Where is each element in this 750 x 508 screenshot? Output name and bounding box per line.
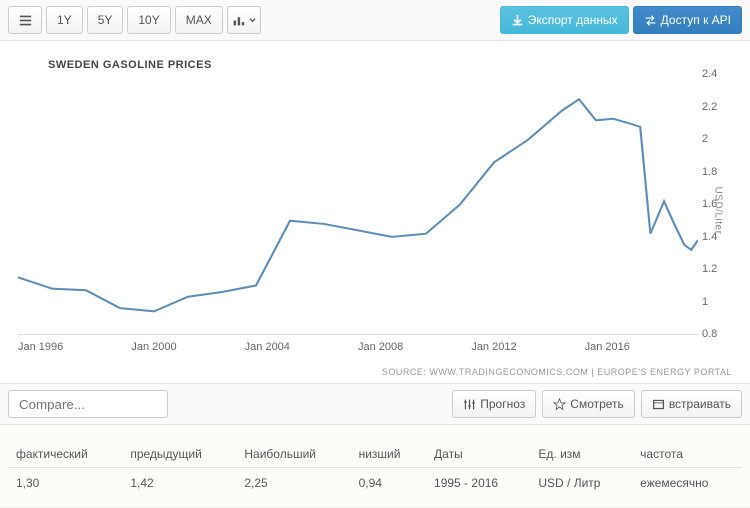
api-label: Доступ к API bbox=[661, 13, 731, 27]
chart-panel: SWEDEN GASOLINE PRICES 2.42.221.81.61.41… bbox=[0, 41, 750, 357]
table-header: низший bbox=[351, 441, 426, 468]
range-1y-button[interactable]: 1Y bbox=[46, 6, 83, 34]
star-icon bbox=[553, 398, 566, 411]
chart-title: SWEDEN GASOLINE PRICES bbox=[48, 59, 732, 71]
table-header: Даты bbox=[426, 441, 530, 468]
view-label: Смотреть bbox=[570, 397, 624, 411]
swap-icon bbox=[644, 14, 657, 27]
chart-type-button[interactable] bbox=[227, 6, 261, 34]
chevron-down-icon bbox=[249, 17, 256, 24]
export-label: Экспорт данных bbox=[528, 13, 618, 27]
embed-button[interactable]: встраивать bbox=[641, 390, 742, 418]
table-cell: ежемесячно bbox=[632, 468, 742, 499]
table-cell: 1995 - 2016 bbox=[426, 468, 530, 499]
table-row: 1,301,422,250,941995 - 2016USD / Литреже… bbox=[8, 468, 742, 499]
table-header: частота bbox=[632, 441, 742, 468]
forecast-button[interactable]: Прогноз bbox=[452, 390, 536, 418]
compare-row: Прогноз Смотреть встраивать bbox=[0, 383, 750, 425]
stats-table-wrap: фактическийпредыдущийНаибольшийнизшийДат… bbox=[0, 425, 750, 506]
table-header: Наибольший bbox=[236, 441, 350, 468]
table-cell: 1,30 bbox=[8, 468, 122, 499]
range-5y-button[interactable]: 5Y bbox=[87, 6, 124, 34]
x-tick: Jan 2016 bbox=[585, 341, 698, 353]
stats-table: фактическийпредыдущийНаибольшийнизшийДат… bbox=[8, 441, 742, 498]
chart-plot-area[interactable] bbox=[18, 75, 698, 335]
range-10y-button[interactable]: 10Y bbox=[127, 6, 170, 34]
sliders-icon bbox=[463, 398, 476, 411]
bar-chart-icon bbox=[232, 14, 245, 27]
table-header: фактический bbox=[8, 441, 122, 468]
compare-input[interactable] bbox=[8, 390, 168, 418]
embed-icon bbox=[652, 398, 665, 411]
view-button[interactable]: Смотреть bbox=[542, 390, 635, 418]
table-cell: USD / Литр bbox=[530, 468, 632, 499]
table-cell: 0,94 bbox=[351, 468, 426, 499]
export-data-button[interactable]: Экспорт данных bbox=[500, 6, 629, 34]
x-tick: Jan 2012 bbox=[471, 341, 584, 353]
x-tick: Jan 2004 bbox=[245, 341, 358, 353]
top-toolbar: 1Y 5Y 10Y MAX Экспорт данных Доступ к AP… bbox=[0, 0, 750, 41]
x-tick: Jan 1996 bbox=[18, 341, 131, 353]
y-axis-label: USD/Liter bbox=[713, 187, 724, 235]
price-line bbox=[18, 99, 698, 311]
download-icon bbox=[511, 14, 524, 27]
table-header: предыдущий bbox=[122, 441, 236, 468]
api-access-button[interactable]: Доступ к API bbox=[633, 6, 742, 34]
list-icon bbox=[19, 14, 32, 27]
table-header: Ед. изм bbox=[530, 441, 632, 468]
table-cell: 1,42 bbox=[122, 468, 236, 499]
forecast-label: Прогноз bbox=[480, 397, 525, 411]
x-axis: Jan 1996Jan 2000Jan 2004Jan 2008Jan 2012… bbox=[18, 341, 732, 353]
list-view-button[interactable] bbox=[8, 6, 42, 34]
embed-label: встраивать bbox=[669, 397, 731, 411]
range-max-button[interactable]: MAX bbox=[175, 6, 223, 34]
x-tick: Jan 2000 bbox=[131, 341, 244, 353]
table-cell: 2,25 bbox=[236, 468, 350, 499]
x-tick: Jan 2008 bbox=[358, 341, 471, 353]
chart-source: SOURCE: WWW.TRADINGECONOMICS.COM | EUROP… bbox=[0, 357, 750, 383]
